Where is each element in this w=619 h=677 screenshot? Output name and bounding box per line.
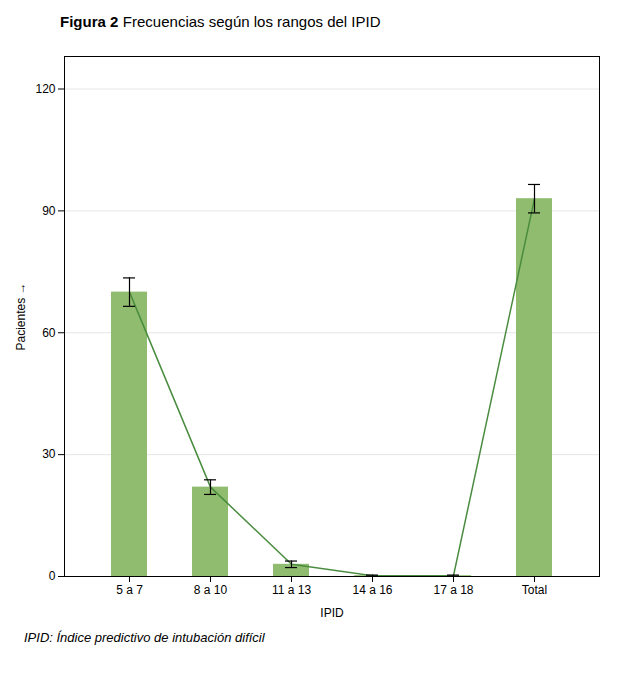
html-text:Figura 2 Frecuencias según los: Figura 2 Frecuencias según los rangos de… bbox=[60, 13, 381, 30]
svg-text:11 a 13: 11 a 13 bbox=[272, 583, 311, 597]
svg-text:Pacientes →: Pacientes → bbox=[14, 282, 28, 350]
svg-text:0: 0 bbox=[49, 569, 56, 583]
svg-text:120: 120 bbox=[35, 82, 55, 96]
svg-text:Total: Total bbox=[522, 583, 547, 597]
svg-text:90: 90 bbox=[42, 204, 56, 218]
svg-text:8 a 10: 8 a 10 bbox=[194, 583, 228, 597]
html-text:IPID: Índice predictivo de int: IPID: Índice predictivo de intubación di… bbox=[24, 630, 265, 645]
svg-text:17 a 18: 17 a 18 bbox=[433, 583, 473, 597]
svg-text:IPID: IPID bbox=[320, 606, 344, 620]
svg-text:5 a 7: 5 a 7 bbox=[116, 583, 143, 597]
svg-text:14 a 16: 14 a 16 bbox=[352, 583, 392, 597]
svg-text:60: 60 bbox=[42, 326, 56, 340]
svg-text:30: 30 bbox=[42, 447, 56, 461]
